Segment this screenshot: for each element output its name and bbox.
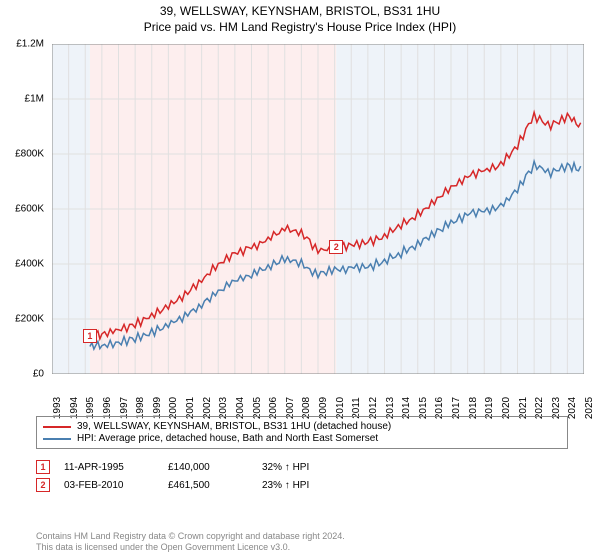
event-marker: 1 (36, 460, 50, 474)
legend-swatch (43, 438, 71, 440)
legend-label: HPI: Average price, detached house, Bath… (77, 433, 378, 444)
chart-title: 39, WELLSWAY, KEYNSHAM, BRISTOL, BS31 1H… (0, 4, 600, 18)
y-tick-label: £0 (33, 369, 44, 380)
chart-container: 39, WELLSWAY, KEYNSHAM, BRISTOL, BS31 1H… (0, 0, 600, 560)
chart-svg (52, 44, 584, 374)
x-axis: 1993199419951996199719981999200020012002… (52, 378, 584, 414)
title-block: 39, WELLSWAY, KEYNSHAM, BRISTOL, BS31 1H… (0, 0, 600, 36)
event-price: £140,000 (168, 462, 248, 473)
event-row: 1 11-APR-1995 £140,000 32% ↑ HPI (36, 460, 568, 474)
legend-item: HPI: Average price, detached house, Bath… (43, 433, 561, 444)
events-table: 1 11-APR-1995 £140,000 32% ↑ HPI 2 03-FEB-201… (36, 456, 568, 496)
legend-label: 39, WELLSWAY, KEYNSHAM, BRISTOL, BS31 1H… (77, 421, 391, 432)
event-price: £461,500 (168, 480, 248, 491)
y-tick-label: £400K (15, 259, 44, 270)
chart-marker-1: 1 (83, 329, 97, 343)
y-tick-label: £800K (15, 149, 44, 160)
event-date: 11-APR-1995 (64, 462, 154, 473)
footer-line-2: This data is licensed under the Open Gov… (36, 542, 345, 554)
y-tick-label: £1M (25, 94, 44, 105)
y-tick-label: £1.2M (16, 39, 44, 50)
plot-area: 12 (52, 44, 584, 374)
x-tick-label: 2024 (567, 397, 578, 419)
footer-text: Contains HM Land Registry data © Crown c… (36, 531, 345, 554)
y-tick-label: £600K (15, 204, 44, 215)
y-tick-label: £200K (15, 314, 44, 325)
footer-line-1: Contains HM Land Registry data © Crown c… (36, 531, 345, 543)
legend-item: 39, WELLSWAY, KEYNSHAM, BRISTOL, BS31 1H… (43, 421, 561, 432)
legend: 39, WELLSWAY, KEYNSHAM, BRISTOL, BS31 1H… (36, 416, 568, 449)
x-tick-label: 2025 (584, 397, 595, 419)
event-delta: 23% ↑ HPI (262, 480, 309, 491)
chart-subtitle: Price paid vs. HM Land Registry's House … (0, 20, 600, 34)
event-date: 03-FEB-2010 (64, 480, 154, 491)
y-axis: £0£200K£400K£600K£800K£1M£1.2M (0, 44, 48, 374)
event-marker: 2 (36, 478, 50, 492)
chart-marker-2: 2 (329, 240, 343, 254)
event-row: 2 03-FEB-2010 £461,500 23% ↑ HPI (36, 478, 568, 492)
legend-swatch (43, 426, 71, 428)
event-delta: 32% ↑ HPI (262, 462, 309, 473)
